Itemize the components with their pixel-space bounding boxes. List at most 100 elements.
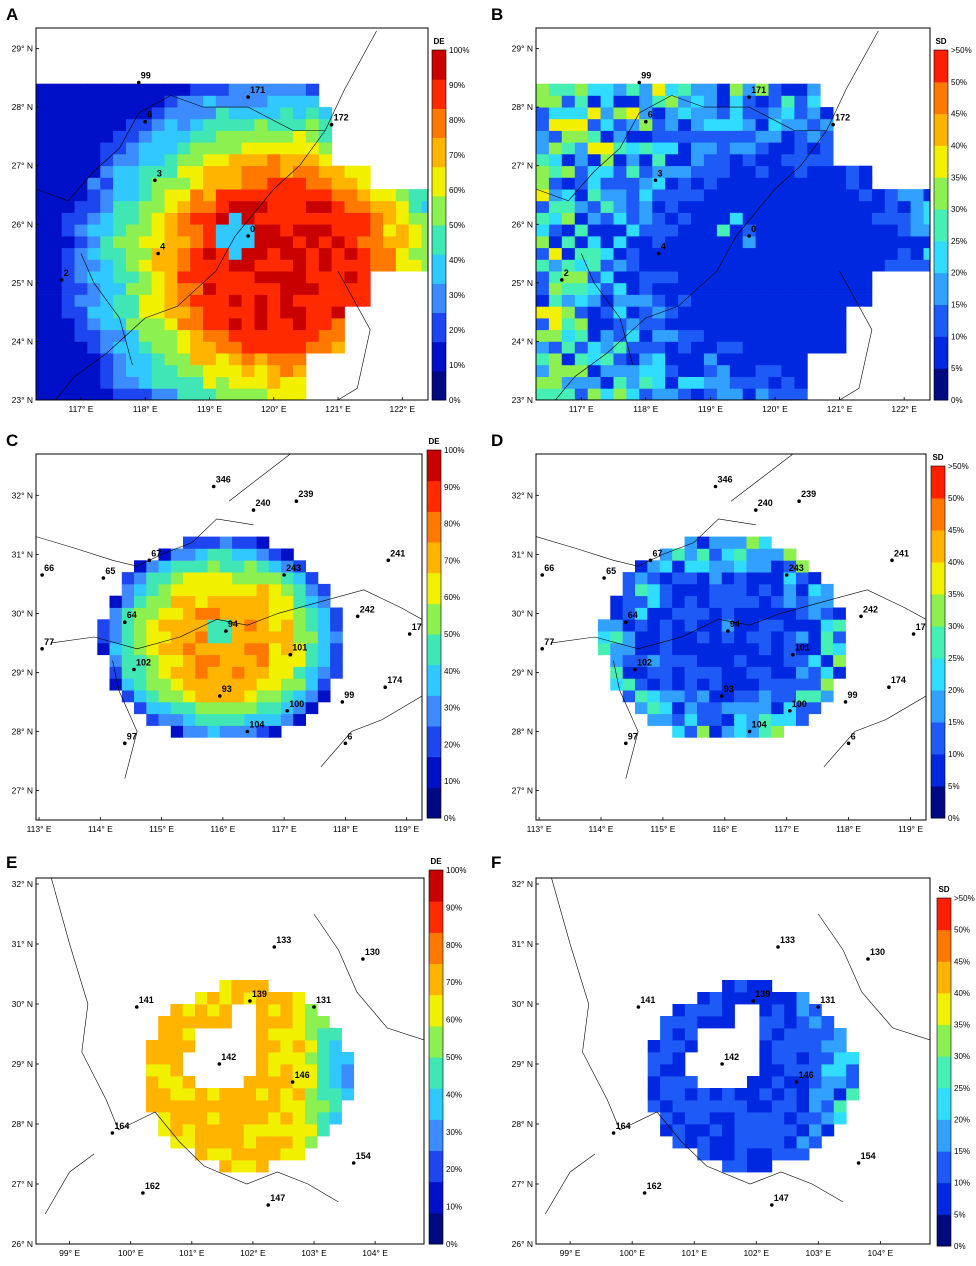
station-dot [624,620,628,624]
grid-cell [134,642,147,656]
grid-cell [734,607,747,620]
grid-cell [652,376,666,389]
grid-cell [796,701,809,715]
grid-cell [344,236,358,249]
grid-cell [292,1004,306,1017]
grid-cell [697,1016,711,1029]
grid-cell [195,678,208,691]
grid-cell [48,118,63,131]
grid-cell [768,318,782,331]
colorbar-segment [934,272,948,305]
grid-cell [219,1004,232,1017]
grid-cell [61,200,75,213]
grid-cell [292,1136,306,1149]
grid-cell [126,165,140,178]
grid-cell [613,247,627,260]
grid-cell [203,165,217,178]
grid-cell [536,200,550,213]
grid-cell [703,200,718,213]
grid-cell [268,583,282,597]
grid-cell [746,631,760,644]
grid-cell [747,1076,760,1089]
grid-cell [113,282,127,295]
grid-cell [672,1040,686,1053]
station-dot [272,945,277,949]
station-label: 93 [724,684,734,694]
grid-cell [170,619,184,632]
grid-cell [600,259,614,272]
grid-cell [716,282,731,295]
grid-cell [318,271,333,284]
grid-cell [746,701,760,715]
grid-cell [672,572,685,585]
grid-cell [293,654,306,667]
grid-cell [87,329,101,342]
grid-cell [660,1100,673,1113]
grid-cell [652,271,666,284]
grid-cell [151,353,165,366]
grid-cell [256,725,270,738]
grid-cell [183,678,196,691]
grid-cell [241,200,255,213]
grid-cell [691,224,705,237]
grid-cell [267,154,281,167]
grid-cell [126,95,140,108]
grid-cell [195,572,208,585]
station-label: 162 [145,1181,160,1191]
grid-cell [747,1160,760,1173]
grid-cell [794,200,808,213]
grid-cell [267,259,281,272]
x-tick-label: 104° E [868,1248,894,1258]
grid-cell [660,1028,673,1041]
grid-cell [721,548,735,561]
grid-cell [87,107,101,120]
grid-cell [203,306,217,319]
y-tick-label: 29° N [512,1059,533,1069]
grid-cell [691,329,705,342]
grid-cell [647,690,661,703]
grid-cell [190,95,204,108]
grid-cell [182,1136,196,1149]
grid-cell [304,1028,318,1041]
grid-cell [684,1040,698,1053]
grid-cell [639,200,653,213]
grid-cell [691,353,705,366]
grid-cell [121,654,135,667]
grid-cell [126,236,140,249]
station-label: 94 [228,619,238,629]
grid-cell [833,329,847,342]
grid-cell [635,595,648,608]
colorbar-label: 90% [444,483,460,492]
grid-cell [195,560,208,573]
grid-cell [267,165,281,178]
grid-cell [318,247,333,260]
grid-cell [228,282,243,295]
grid-cell [871,212,886,225]
grid-cell [244,701,257,715]
grid-cell [548,247,563,260]
grid-cell [268,713,282,726]
grid-cell [244,595,257,608]
station-dot [747,95,751,99]
grid-cell [183,725,196,738]
grid-cell [219,1124,232,1137]
colorbar-label: 0% [954,1242,966,1251]
grid-cell [109,595,123,608]
grid-cell [231,992,245,1005]
colorbar-segment [934,113,948,146]
grid-cell [268,595,282,608]
panel-letter: D [491,431,503,450]
y-tick-label: 27° N [12,785,33,795]
grid-cell [305,200,320,213]
grid-cell [709,642,723,656]
station-label: 240 [256,498,271,508]
grid-cell [784,992,797,1005]
grid-cell [691,306,705,319]
grid-cell [768,154,782,167]
grid-cell [87,259,101,272]
colorbar-label: 0% [948,814,960,823]
grid-cell [574,83,589,96]
grid-cell [747,992,760,1005]
grid-cell [138,364,153,377]
